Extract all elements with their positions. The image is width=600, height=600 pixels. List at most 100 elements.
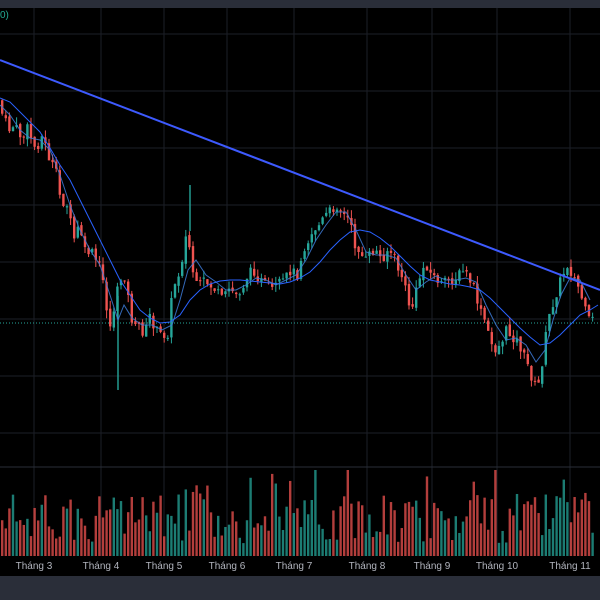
volume-bar — [19, 520, 22, 556]
x-tick-label: Tháng 3 — [16, 561, 53, 572]
x-tick-label: Tháng 11 — [549, 561, 591, 572]
volume-bar — [389, 502, 393, 556]
slow-ma-line — [0, 97, 599, 346]
volume-bar — [411, 506, 414, 556]
volume-bar — [76, 508, 79, 556]
candle-body — [145, 324, 148, 337]
volume-bar — [317, 524, 321, 556]
volume-bar — [4, 528, 7, 556]
candle-body — [569, 266, 573, 276]
trendline[interactable] — [0, 59, 600, 291]
volume-bar — [551, 518, 555, 556]
volume-bar — [289, 480, 292, 556]
candle-body — [325, 212, 328, 216]
volume-bar — [26, 518, 29, 556]
volume-bar — [166, 514, 169, 556]
volume-bar — [213, 536, 216, 556]
candle-body — [58, 170, 61, 195]
candle-body — [238, 294, 241, 296]
volume-bar — [191, 491, 195, 556]
candle-body — [490, 332, 493, 345]
candle-body — [83, 236, 87, 248]
candle-body — [339, 210, 342, 212]
volume-bar — [155, 512, 159, 556]
candle-body — [188, 235, 191, 248]
candle-body — [47, 143, 51, 161]
volume-bar — [537, 513, 540, 556]
candle-body — [177, 276, 180, 286]
volume-bar — [188, 530, 191, 556]
volume-bar — [397, 541, 400, 556]
volume-bar — [436, 508, 439, 556]
candle-body — [8, 116, 11, 132]
volume-bar — [379, 531, 382, 556]
candle-body — [476, 283, 479, 304]
volume-bar — [407, 501, 411, 556]
candle-body — [375, 250, 378, 254]
volume-bar — [91, 541, 94, 556]
volume-bar — [483, 497, 486, 556]
candle-body — [494, 345, 497, 353]
volume-bar — [8, 508, 11, 556]
x-tick-label: Tháng 10 — [476, 561, 519, 572]
candle-body — [119, 280, 123, 286]
volume-bar — [404, 503, 407, 556]
volume-bar — [368, 514, 371, 556]
volume-bar — [238, 537, 241, 556]
volume-bar — [47, 526, 51, 556]
candle-body — [422, 267, 425, 281]
candle-body — [551, 307, 555, 315]
volume-bar — [490, 499, 493, 556]
price-chart[interactable]: Tháng 3 Tháng 4 Tháng 5 Tháng 6 Tháng 7 Tháng… — [0, 0, 600, 576]
candle-body — [278, 278, 281, 282]
x-tick-label: Tháng 8 — [349, 561, 386, 572]
volume-bar — [220, 535, 223, 556]
candle-body — [530, 365, 533, 381]
volume-bar — [105, 510, 108, 556]
candle-body — [245, 278, 249, 288]
volume-bar — [465, 516, 468, 556]
candle-body — [292, 268, 295, 275]
candle-body — [166, 337, 169, 339]
candle-body — [123, 280, 126, 282]
volume-bar — [335, 539, 339, 556]
fast-ma-line — [0, 104, 591, 363]
candle-body — [508, 324, 511, 337]
candle-body — [163, 332, 166, 338]
candle-body — [195, 272, 198, 282]
candle-body — [231, 287, 234, 292]
candle-body — [224, 291, 227, 295]
candle-body — [15, 124, 18, 127]
candle-body — [357, 246, 360, 252]
volume-bar — [159, 495, 162, 556]
volume-bar — [242, 543, 245, 556]
candle-body — [26, 124, 29, 140]
volume-bar — [292, 513, 295, 556]
volume-bar — [235, 521, 238, 556]
volume-bar — [422, 541, 425, 556]
candle-body — [407, 283, 411, 306]
candle-body — [566, 268, 569, 276]
volume-bar — [303, 500, 306, 556]
candle-body — [353, 224, 357, 249]
volume-bar — [501, 530, 504, 556]
volume-bar — [515, 493, 519, 556]
volume-bar — [577, 512, 580, 556]
volume-bar — [364, 532, 367, 556]
candle-body — [404, 276, 407, 286]
candle-body — [418, 278, 421, 287]
candle-body — [472, 283, 475, 285]
candle-body — [199, 280, 202, 282]
candle-body — [400, 269, 403, 278]
candle-body — [235, 292, 238, 295]
volume-bar — [181, 540, 184, 556]
volume-bar — [497, 542, 501, 556]
volume-bar — [361, 505, 364, 556]
volume-bar — [227, 524, 231, 556]
volume-bar — [253, 527, 256, 556]
volume-bar — [296, 508, 299, 556]
volume-bar — [245, 520, 249, 556]
volume-bar — [353, 538, 357, 556]
candle-body — [202, 277, 205, 279]
candle-body — [346, 215, 349, 218]
